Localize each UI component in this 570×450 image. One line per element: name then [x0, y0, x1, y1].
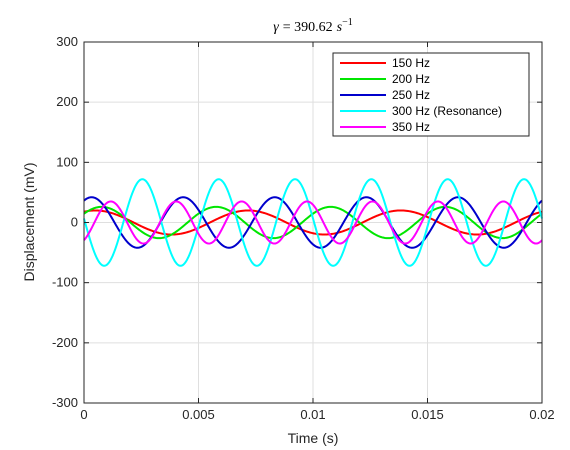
legend-label-350-hz: 350 Hz: [392, 120, 430, 134]
y-tick-label: -100: [52, 275, 78, 290]
y-tick-label: -300: [52, 395, 78, 410]
title-symbol: γ: [273, 20, 279, 35]
y-tick-label: 200: [56, 94, 78, 109]
legend-items: 150 Hz 200 Hz 250 Hz 300 Hz (Resonance) 350 …: [340, 56, 502, 134]
series-lines: [83, 178, 543, 267]
x-tick-label: 0.015: [411, 407, 444, 422]
y-tick-label: 300: [56, 34, 78, 49]
title-unit: s: [337, 20, 343, 35]
legend-label-300-hz-resonance: 300 Hz (Resonance): [392, 104, 502, 118]
x-tick-label: 0.01: [300, 407, 325, 422]
y-axis-label: Displacement (mV): [21, 162, 37, 281]
legend-label-250-hz: 250 Hz: [392, 88, 430, 102]
chart-title: γ = 390.62 s−1: [273, 17, 353, 35]
title-value: = 390.62: [283, 20, 333, 35]
series-line-150-hz: [83, 209, 543, 236]
legend: 150 Hz 200 Hz 250 Hz 300 Hz (Resonance) 350 …: [332, 52, 530, 137]
y-tick-label: 100: [56, 154, 78, 169]
legend-label-150-hz: 150 Hz: [392, 56, 430, 70]
axis-ticks: 0 0.005 0.01 0.015 0.02 -300 -200 -100 0 100 200 30…: [52, 34, 555, 422]
y-tick-label: -200: [52, 335, 78, 350]
x-tick-label: 0.02: [529, 407, 554, 422]
series-line-300-hz-resonance: [83, 178, 543, 267]
legend-label-200-hz: 200 Hz: [392, 72, 430, 86]
x-tick-label: 0: [80, 407, 87, 422]
x-axis-label: Time (s): [288, 430, 339, 446]
y-tick-label: 0: [71, 215, 78, 230]
series-line-350-hz: [83, 200, 543, 245]
title-exponent: −1: [342, 17, 353, 28]
x-tick-label: 0.005: [182, 407, 215, 422]
